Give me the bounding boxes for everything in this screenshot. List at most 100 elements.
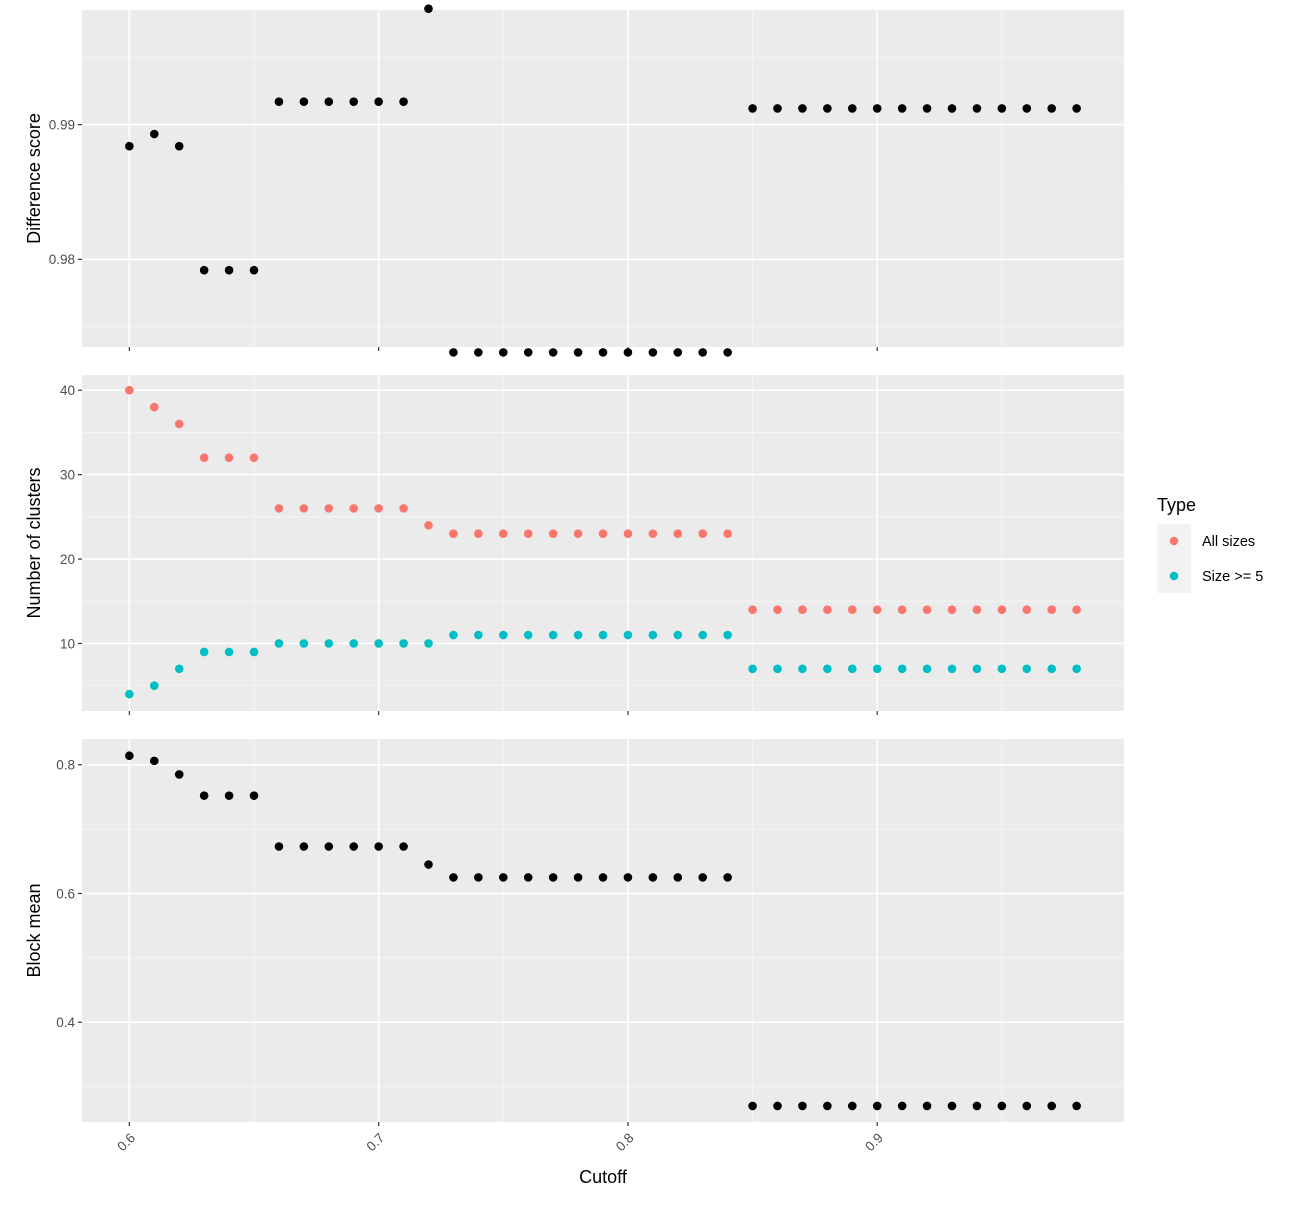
point-series [1022, 104, 1032, 113]
point-size-5 [773, 664, 782, 674]
point-all-sizes [299, 504, 309, 513]
point-all-sizes [698, 529, 708, 539]
point-size-5 [474, 630, 483, 640]
point-all-sizes [872, 605, 882, 614]
point-all-sizes [997, 605, 1007, 614]
point-all-sizes [897, 605, 907, 614]
point-all-sizes [922, 605, 932, 614]
point-all-sizes [748, 605, 757, 614]
point-series [249, 265, 259, 275]
point-size-5 [324, 639, 334, 648]
point-all-sizes [847, 605, 857, 614]
point-series [174, 141, 184, 151]
point-series [474, 348, 483, 357]
point-all-sizes [125, 385, 134, 395]
point-series [374, 97, 383, 106]
point-series [823, 104, 832, 113]
point-series [798, 104, 807, 113]
point-series [523, 873, 533, 882]
point-series [1047, 104, 1057, 113]
point-size-5 [623, 630, 633, 640]
point-size-5 [573, 630, 583, 640]
point-all-sizes [1072, 605, 1081, 614]
point-all-sizes [249, 453, 259, 463]
point-size-5 [947, 664, 957, 674]
point-size-5 [523, 630, 533, 640]
point-series [548, 348, 558, 357]
point-series [872, 1101, 882, 1111]
series-series [125, 4, 1081, 357]
series-series [125, 751, 1081, 1111]
point-series [872, 104, 882, 113]
point-size-5 [349, 639, 359, 648]
point-series [1022, 1101, 1032, 1111]
point-series [274, 842, 284, 851]
point-series [922, 104, 932, 113]
point-series [1047, 1101, 1057, 1111]
point-series [798, 1101, 807, 1111]
point-series [399, 842, 408, 851]
point-size-5 [872, 664, 882, 674]
point-all-sizes [174, 419, 184, 429]
point-series [723, 873, 732, 882]
point-series [299, 97, 309, 106]
point-series [922, 1101, 932, 1111]
point-all-sizes [648, 529, 658, 539]
point-all-sizes [149, 402, 159, 412]
point-size-5 [997, 664, 1007, 674]
point-all-sizes [224, 453, 234, 463]
series-all-sizes [125, 385, 1081, 614]
point-series [947, 1101, 957, 1111]
point-all-sizes [548, 529, 558, 539]
panel-difference-score: 0.98 0.99 Difference score [24, 4, 1124, 357]
point-all-sizes [424, 520, 433, 530]
x-tick-label: 0.8 [613, 1130, 637, 1154]
point-series [897, 104, 907, 113]
point-series [648, 873, 658, 882]
point-series [399, 97, 408, 106]
point-all-sizes [947, 605, 957, 614]
y-axis-title: Block mean [24, 883, 44, 977]
legend-key-size-5 [1169, 571, 1179, 581]
point-size-5 [847, 664, 857, 674]
point-series [374, 842, 383, 851]
point-size-5 [125, 689, 134, 699]
point-series [698, 348, 708, 357]
point-series [224, 265, 234, 275]
point-series [947, 104, 957, 113]
point-series [424, 860, 433, 869]
panel-number-of-clusters: 10 20 30 40 Number of clusters [24, 375, 1124, 715]
point-series [349, 842, 359, 851]
y-tick-label: 20 [60, 552, 75, 567]
point-series [1072, 104, 1081, 113]
point-series [149, 129, 159, 139]
point-all-sizes [474, 529, 483, 539]
point-series [449, 873, 458, 882]
point-series [498, 873, 508, 882]
point-all-sizes [449, 529, 458, 539]
y-axis-title: Number of clusters [24, 467, 44, 618]
point-size-5 [698, 630, 708, 640]
panel-background [82, 375, 1124, 711]
point-all-sizes [374, 504, 383, 513]
y-tick-label: 30 [60, 467, 75, 482]
point-size-5 [224, 647, 234, 657]
point-series [274, 97, 284, 106]
y-tick-label: 0.98 [49, 252, 75, 267]
point-series [548, 873, 558, 882]
point-series [1072, 1101, 1081, 1111]
legend: Type All sizes Size >= 5 [1157, 495, 1263, 593]
point-all-sizes [972, 605, 982, 614]
point-series [324, 97, 334, 106]
point-series [449, 348, 458, 357]
point-series [773, 1101, 782, 1111]
point-size-5 [673, 630, 683, 640]
point-series [149, 756, 159, 766]
point-series [897, 1101, 907, 1111]
panel-background [82, 739, 1124, 1122]
point-all-sizes [349, 504, 359, 513]
point-series [698, 873, 708, 882]
point-size-5 [174, 664, 184, 674]
point-all-sizes [723, 529, 732, 539]
